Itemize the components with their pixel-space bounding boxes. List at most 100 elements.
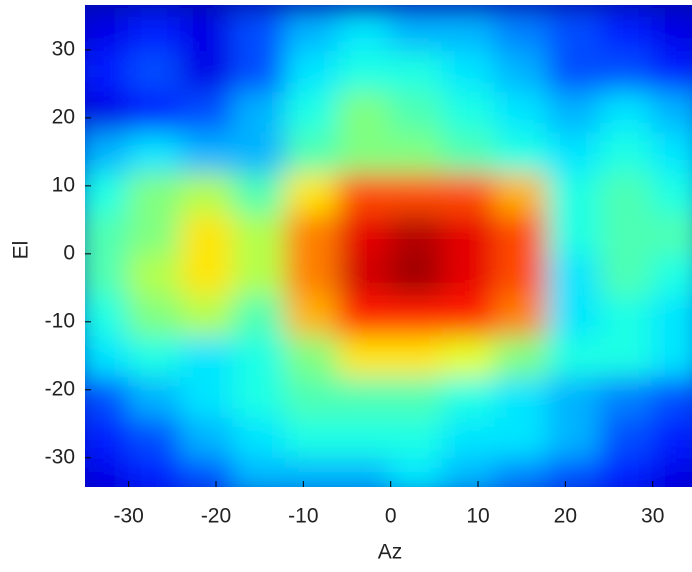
heatmap-cell <box>127 89 183 133</box>
heatmap-cell <box>284 375 340 418</box>
heatmap-cell <box>389 130 445 174</box>
heatmap-cell <box>337 130 392 174</box>
heatmap-cell <box>494 130 549 174</box>
heatmap-cell <box>599 293 654 337</box>
heatmap-cell <box>442 252 497 296</box>
heatmap-cell <box>442 89 497 133</box>
heatmap-cell <box>180 293 235 337</box>
heatmap-cell <box>494 252 549 296</box>
heatmap-cell <box>232 415 287 459</box>
heatmap-cell <box>494 171 549 215</box>
heatmap-cell <box>599 89 654 133</box>
heatmap-cell <box>127 334 183 378</box>
heatmap-cell <box>232 212 287 255</box>
heatmap-cell <box>546 130 602 174</box>
y-tick-label: 0 <box>63 241 75 264</box>
heatmap-cell <box>494 375 549 418</box>
heatmap-cell <box>284 89 340 133</box>
heatmap-cell <box>599 48 654 92</box>
heatmap-cell <box>599 334 654 378</box>
heatmap-cell <box>494 212 549 255</box>
heatmap-cell <box>389 375 445 418</box>
heatmap-cell <box>337 48 392 92</box>
heatmap-cell <box>284 212 340 255</box>
y-tick-label: -20 <box>45 377 75 400</box>
heatmap-cell <box>494 334 549 378</box>
heatmap-cell <box>337 293 392 337</box>
heatmap-cell <box>546 212 602 255</box>
heatmap-cell <box>284 171 340 215</box>
heatmap-cell <box>85 130 130 174</box>
heatmap-cell <box>442 293 497 337</box>
heatmap-cell <box>284 456 340 487</box>
heatmap-cell <box>337 252 392 296</box>
y-tick-label: 10 <box>52 173 75 196</box>
heatmap-cell <box>284 252 340 296</box>
heatmap-cell <box>651 375 692 418</box>
x-tick-label: -30 <box>113 505 143 528</box>
heatmap-cell <box>127 130 183 174</box>
heatmap-cell <box>389 8 445 51</box>
heatmap-cell <box>337 334 392 378</box>
heatmap-cell <box>651 8 692 51</box>
heatmap-cell <box>232 456 287 487</box>
heatmap-cell <box>85 375 130 418</box>
heatmap-cell <box>599 415 654 459</box>
heatmap-cell <box>337 415 392 459</box>
heatmap-cell <box>127 415 183 459</box>
heatmap-cell <box>337 8 392 51</box>
heatmap-cell <box>651 415 692 459</box>
heatmap-cell <box>494 456 549 487</box>
heatmap-cell <box>389 171 445 215</box>
heatmap-cell <box>494 293 549 337</box>
heatmap-cell <box>389 415 445 459</box>
heatmap-cell <box>85 334 130 378</box>
y-axis-label: El <box>10 241 33 260</box>
heatmap-cell <box>127 252 183 296</box>
heatmap-cell <box>337 375 392 418</box>
heatmap-cell <box>127 48 183 92</box>
heatmap-cell <box>442 8 497 51</box>
heatmap-cell <box>546 252 602 296</box>
heatmap-cell <box>389 212 445 255</box>
heatmap-cell <box>651 48 692 92</box>
heatmap-cell <box>599 8 654 51</box>
heatmap-cell <box>599 171 654 215</box>
heatmap-cell <box>284 130 340 174</box>
x-axis-label: Az <box>378 541 403 564</box>
x-tick-label: 0 <box>385 505 397 528</box>
heatmap-cell <box>599 375 654 418</box>
heatmap-cell <box>232 375 287 418</box>
heatmap-cell <box>180 8 235 51</box>
heatmap-cell <box>127 8 183 51</box>
heatmap-cell <box>337 171 392 215</box>
heatmap-cell <box>494 48 549 92</box>
heatmap-cell <box>442 171 497 215</box>
heatmap-cell <box>232 89 287 133</box>
heatmap-cell <box>546 375 602 418</box>
heatmap-cell <box>232 8 287 51</box>
heatmap-cell <box>442 375 497 418</box>
heatmap-cell <box>494 89 549 133</box>
heatmap-cell <box>494 8 549 51</box>
heatmap-cell <box>651 293 692 337</box>
heatmap-cell <box>546 456 602 487</box>
heatmap-cell <box>546 334 602 378</box>
heatmap-cell <box>651 89 692 133</box>
heatmap-cell <box>651 171 692 215</box>
heatmap-cell <box>284 415 340 459</box>
heatmap-cell <box>85 89 130 133</box>
heatmap-cell <box>180 130 235 174</box>
heatmap-cell <box>127 293 183 337</box>
heatmap-cell <box>180 334 235 378</box>
heatmap-cell <box>85 8 130 51</box>
heatmap-cell <box>651 252 692 296</box>
heatmap-cell <box>284 48 340 92</box>
heatmap-cell <box>85 212 130 255</box>
heatmap-cell <box>546 415 602 459</box>
heatmap-cell <box>85 171 130 215</box>
heatmap-cell <box>85 456 130 487</box>
heatmap-cell <box>442 130 497 174</box>
heatmap-cell <box>284 334 340 378</box>
